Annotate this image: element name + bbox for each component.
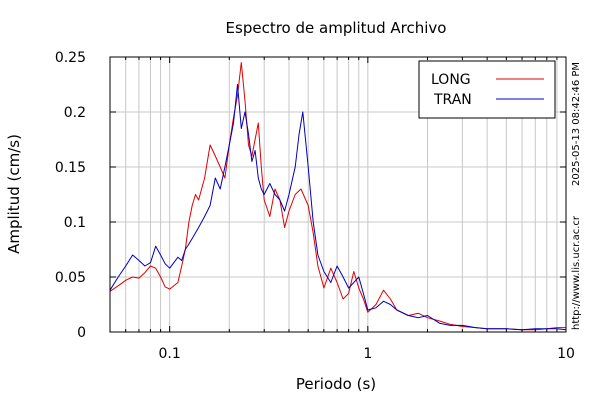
legend: LONG TRAN bbox=[418, 60, 556, 119]
website-text: http://www.lis.ucr.ac.cr bbox=[571, 215, 582, 330]
timestamp-text: 2025-05-13 08:42:46 PM bbox=[571, 62, 582, 186]
plot-frame bbox=[109, 56, 567, 333]
chart-title: Espectro de amplitud Archivo bbox=[226, 19, 447, 37]
ticks bbox=[110, 56, 566, 333]
y-tick-label: 0.15 bbox=[55, 160, 86, 176]
y-axis-label: Amplitud (cm/s) bbox=[5, 134, 23, 254]
y-tick-label: 0.25 bbox=[55, 50, 86, 66]
x-tick-label: 1 bbox=[363, 346, 372, 362]
y-tick-label: 0.05 bbox=[55, 270, 86, 286]
series-line-long bbox=[109, 62, 566, 331]
tick-labels: 0 0.05 0.1 0.15 0.2 0.25 0.1 1 10 bbox=[55, 50, 575, 362]
y-tick-label: 0.2 bbox=[64, 105, 86, 121]
y-tick-label: 0.1 bbox=[64, 215, 86, 231]
series-layer bbox=[109, 62, 567, 331]
x-tick-label: 0.1 bbox=[159, 346, 181, 362]
x-tick-label: 10 bbox=[557, 346, 575, 362]
legend-label-long: LONG bbox=[431, 72, 471, 88]
legend-box bbox=[418, 60, 556, 119]
grid bbox=[110, 57, 566, 332]
y-tick-label: 0 bbox=[77, 325, 86, 341]
x-axis-label: Periodo (s) bbox=[296, 375, 376, 393]
legend-label-tran: TRAN bbox=[433, 92, 472, 108]
series-line-tran bbox=[109, 84, 567, 331]
